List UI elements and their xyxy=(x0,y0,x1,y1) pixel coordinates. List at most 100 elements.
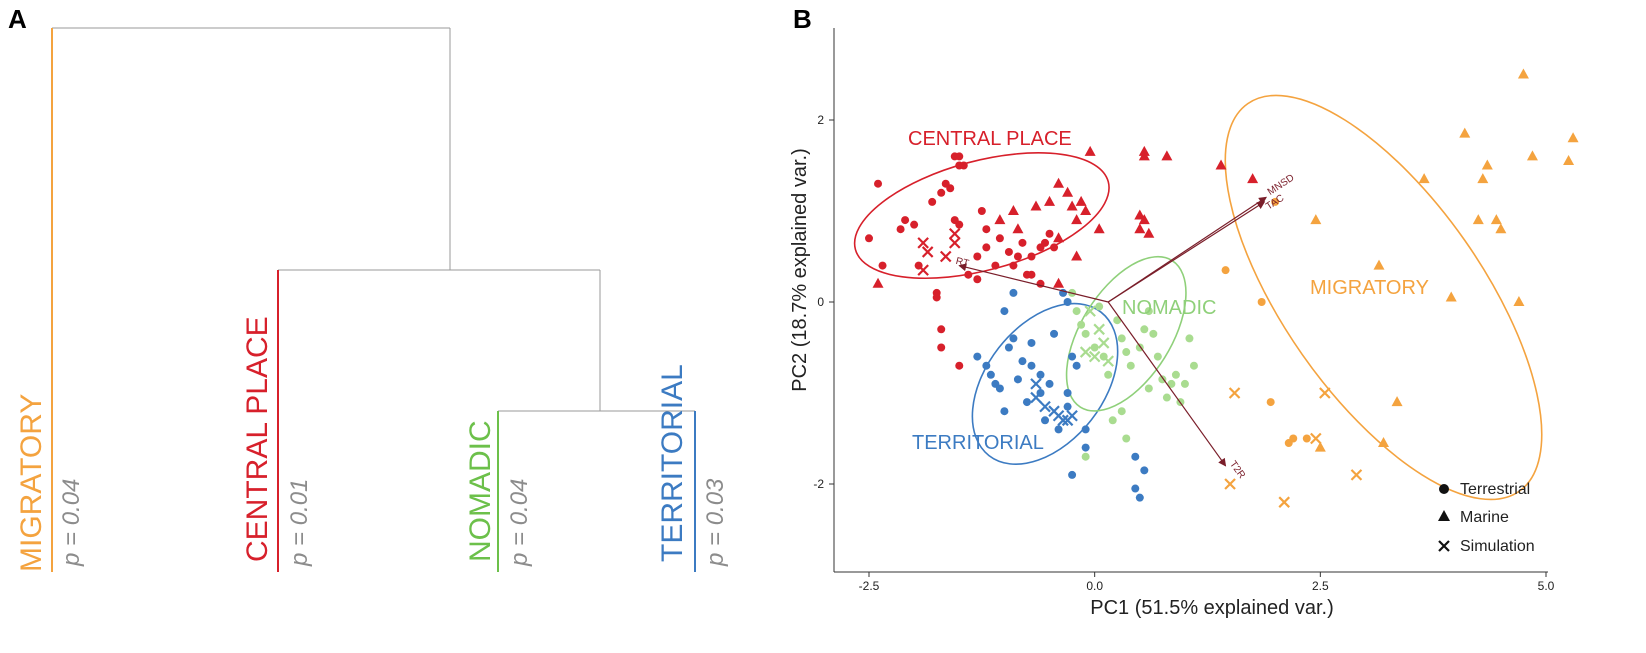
point-migratory-cross xyxy=(1278,496,1291,508)
point-central-place-circle xyxy=(1045,229,1054,238)
point-central-place-circle xyxy=(1027,270,1036,279)
point-territorial-circle xyxy=(1009,334,1018,343)
point-territorial-circle xyxy=(1063,298,1072,306)
point-migratory-triangle xyxy=(1459,127,1471,138)
point-nomadic-circle xyxy=(1171,370,1180,379)
group-label-migratory: MIGRATORY xyxy=(1310,277,1429,299)
point-nomadic-cross xyxy=(1097,337,1110,349)
point-territorial-circle xyxy=(1013,375,1022,384)
point-migratory-triangle xyxy=(1472,214,1484,225)
loading-label-rt: RT xyxy=(955,256,970,270)
legend-marine: Marine xyxy=(1460,509,1509,526)
y-tick-label: -2 xyxy=(813,477,824,491)
point-central-place-circle xyxy=(1009,261,1018,270)
point-central-place-circle xyxy=(865,234,873,243)
point-migratory-triangle xyxy=(1310,214,1322,225)
point-migratory-circle xyxy=(1257,298,1266,306)
legend-cross-icon xyxy=(1438,540,1450,552)
point-territorial-circle xyxy=(1072,361,1081,370)
point-central-place-circle xyxy=(1027,252,1036,261)
point-migratory-triangle xyxy=(1418,173,1430,184)
point-migratory-triangle xyxy=(1526,150,1538,161)
clade-migratory: MIGRATORY p = 0.04 xyxy=(15,28,85,572)
point-territorial-circle xyxy=(1027,338,1036,347)
point-central-place-circle xyxy=(932,293,941,302)
x-tick-label: 2.5 xyxy=(1312,579,1329,593)
point-territorial-circle xyxy=(1004,343,1013,352)
point-nomadic-circle xyxy=(1144,384,1153,393)
point-central-place-circle xyxy=(1013,252,1022,261)
point-central-place-circle xyxy=(910,220,919,229)
loading-label-tac: TAC xyxy=(1264,193,1286,213)
point-central-place-triangle xyxy=(872,277,884,288)
point-territorial-circle xyxy=(1050,329,1059,338)
point-central-place-circle xyxy=(964,270,973,279)
point-central-place-triangle xyxy=(1062,186,1074,197)
point-central-place-circle xyxy=(982,225,991,234)
point-central-place-circle xyxy=(1018,238,1027,247)
point-territorial-circle xyxy=(982,361,991,370)
point-nomadic-circle xyxy=(1167,379,1176,388)
dendrogram xyxy=(52,27,695,412)
point-central-place-triangle xyxy=(1007,205,1019,215)
point-central-place-triangle xyxy=(1044,195,1056,206)
point-central-place-circle xyxy=(955,152,964,161)
point-central-place-circle xyxy=(937,325,946,334)
ellipse-nomadic xyxy=(1065,255,1187,412)
point-nomadic-circle xyxy=(1180,379,1189,388)
point-territorial-circle xyxy=(1045,379,1054,388)
point-central-place-circle xyxy=(946,184,955,193)
point-territorial-cross xyxy=(1039,400,1051,413)
point-nomadic-circle xyxy=(1117,334,1126,343)
point-nomadic-circle xyxy=(1108,416,1117,425)
point-central-place-circle xyxy=(995,234,1004,243)
point-central-place-triangle xyxy=(1075,195,1087,206)
point-territorial-circle xyxy=(1000,407,1009,416)
point-migratory-circle xyxy=(1221,266,1230,275)
point-migratory-triangle xyxy=(1495,223,1507,234)
data-points xyxy=(865,68,1579,508)
point-central-place-circle xyxy=(991,261,1000,270)
point-central-place-circle xyxy=(1004,247,1013,256)
point-nomadic-circle xyxy=(1189,361,1198,370)
point-nomadic-circle xyxy=(1185,334,1194,343)
point-central-place-triangle xyxy=(1084,145,1096,156)
point-migratory-triangle xyxy=(1567,132,1579,143)
point-migratory-circle xyxy=(1284,439,1293,448)
clade-label-territorial: TERRITORIAL xyxy=(656,364,689,562)
point-migratory-triangle xyxy=(1481,159,1493,170)
legend-circle-icon xyxy=(1439,484,1449,494)
clade-label-central-place: CENTRAL PLACE xyxy=(241,316,274,562)
point-central-place-triangle xyxy=(1080,205,1092,215)
point-migratory-triangle xyxy=(1477,173,1489,184)
point-central-place-circle xyxy=(977,207,986,215)
point-territorial-cross xyxy=(1030,378,1042,390)
legend-terrestrial: Terrestrial xyxy=(1460,481,1530,498)
clade-central-place: CENTRAL PLACE p = 0.01 xyxy=(241,270,313,572)
point-territorial-circle xyxy=(1068,352,1077,361)
point-territorial-circle xyxy=(986,370,995,379)
point-central-place-circle xyxy=(1050,243,1059,252)
point-territorial-circle xyxy=(1009,288,1018,297)
ellipse-territorial xyxy=(971,302,1119,465)
point-central-place-cross xyxy=(921,246,934,258)
point-territorial-circle xyxy=(1131,484,1140,493)
loading-arrow-rt xyxy=(958,263,1109,303)
point-central-place-triangle xyxy=(1161,150,1173,161)
point-nomadic-circle xyxy=(1081,329,1090,338)
pvalue-migratory: p = 0.04 xyxy=(58,479,85,567)
group-label-territorial: TERRITORIAL xyxy=(912,432,1044,454)
point-central-place-circle xyxy=(874,179,883,188)
clade-label-nomadic: NOMADIC xyxy=(464,420,497,562)
pca-axes xyxy=(833,28,1548,573)
point-nomadic-cross xyxy=(1079,346,1092,358)
point-migratory-triangle xyxy=(1391,396,1403,407)
point-nomadic-cross xyxy=(1102,355,1114,367)
panel-a-letter: A xyxy=(8,4,27,34)
point-central-place-triangle xyxy=(994,214,1006,225)
y-tick-label: 2 xyxy=(817,113,824,127)
point-central-place-circle xyxy=(937,343,946,352)
point-migratory-circle xyxy=(1302,434,1311,443)
point-territorial-circle xyxy=(1081,425,1090,434)
